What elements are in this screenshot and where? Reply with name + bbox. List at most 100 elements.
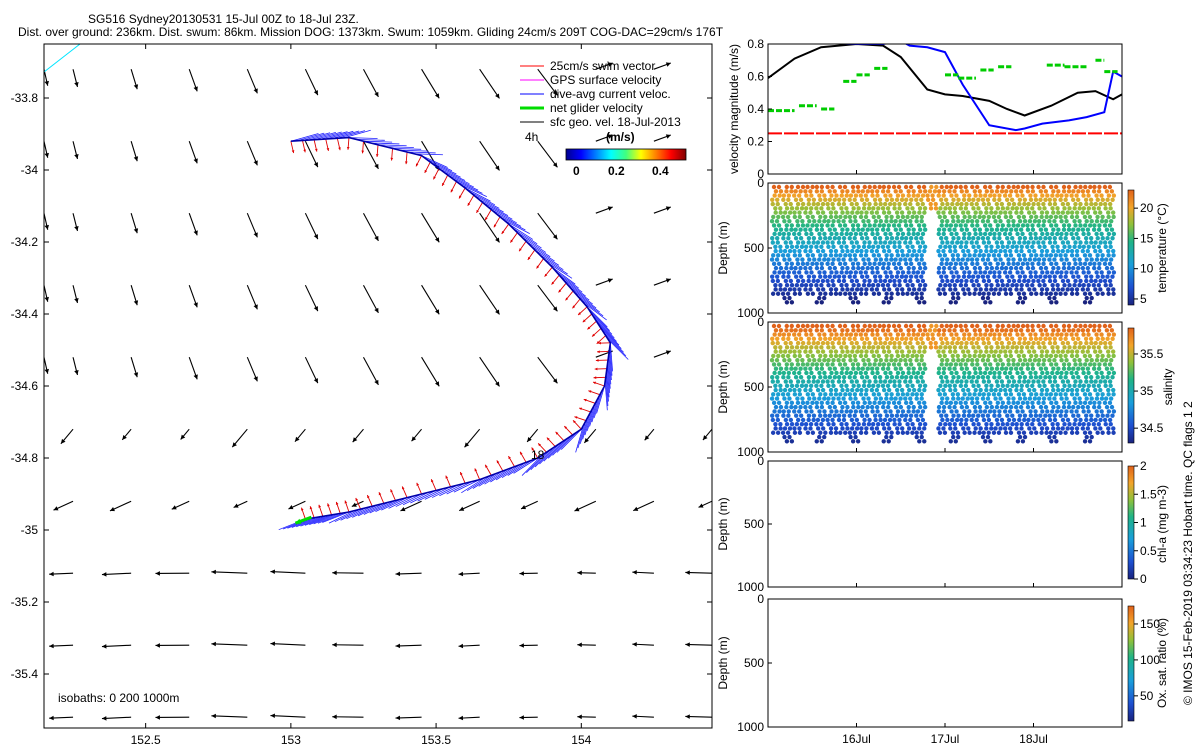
profile-sample xyxy=(823,253,827,257)
profile-sample xyxy=(859,287,863,291)
profile-sample xyxy=(978,270,982,274)
profile-sample xyxy=(906,189,910,193)
profile-sample xyxy=(1010,413,1014,417)
profile-sample xyxy=(962,236,966,240)
profile-sample xyxy=(992,413,996,417)
profile-sample xyxy=(960,228,964,232)
profile-sample xyxy=(853,257,857,261)
profile-sample xyxy=(898,257,902,261)
profile-sample xyxy=(977,253,981,257)
profile-sample xyxy=(815,189,819,193)
profile-sample xyxy=(779,266,783,270)
profile-sample xyxy=(786,354,790,358)
profile-sample xyxy=(978,388,982,392)
profile-sample xyxy=(907,388,911,392)
profile-sample xyxy=(831,283,835,287)
profile-sample xyxy=(1062,367,1066,371)
profile-sample xyxy=(1100,292,1104,296)
profile-sample xyxy=(822,435,826,439)
profile-sample xyxy=(783,349,787,353)
profile-sample xyxy=(1021,362,1025,366)
profile-sample xyxy=(923,405,927,409)
profile-sample xyxy=(886,405,890,409)
profile-sample xyxy=(942,405,946,409)
profile-sample xyxy=(973,388,977,392)
profile-sample xyxy=(921,240,925,244)
profile-sample xyxy=(770,396,774,400)
profile-sample xyxy=(990,367,994,371)
profile-sample xyxy=(977,215,981,219)
profile-sample xyxy=(889,396,893,400)
profile-sample xyxy=(842,413,846,417)
profile-sample xyxy=(804,384,808,388)
profile-sample xyxy=(955,279,959,283)
profile-sample xyxy=(866,219,870,223)
profile-sample xyxy=(892,379,896,383)
profile-sample xyxy=(821,388,825,392)
profile-sample xyxy=(854,332,858,336)
profile-sample xyxy=(851,422,855,426)
profile-sample xyxy=(987,431,991,435)
profile-sample xyxy=(851,228,855,232)
profile-sample xyxy=(1110,375,1114,379)
profile-sample xyxy=(975,396,979,400)
profile-sample xyxy=(1054,324,1058,328)
profile-sample xyxy=(817,270,821,274)
profile-sample xyxy=(960,266,964,270)
profile-sample xyxy=(983,324,987,328)
profile-sample xyxy=(886,245,890,249)
profile-sample xyxy=(953,426,957,430)
profile-sample xyxy=(948,388,952,392)
profile-sample xyxy=(905,292,909,296)
profile-sample xyxy=(1104,358,1108,362)
profile-sample xyxy=(1076,189,1080,193)
profile-sample xyxy=(862,279,866,283)
profile-sample xyxy=(923,328,927,332)
profile-sample xyxy=(949,371,953,375)
profile-sample xyxy=(962,431,966,435)
profile-sample xyxy=(981,358,985,362)
profile-sample xyxy=(987,341,991,345)
profile-sample xyxy=(1107,270,1111,274)
profile-sample xyxy=(937,270,941,274)
profile-sample xyxy=(1052,435,1056,439)
profile-sample xyxy=(1001,223,1005,227)
profile-sample xyxy=(793,354,797,358)
profile-sample xyxy=(1053,375,1057,379)
profile-sample xyxy=(825,362,829,366)
profile-sample xyxy=(1085,435,1089,439)
profile-sample xyxy=(783,287,787,291)
profile-sample xyxy=(905,345,909,349)
profile-sample xyxy=(843,253,847,257)
profile-sample xyxy=(1067,185,1071,189)
profile-sample xyxy=(950,379,954,383)
profile-sample xyxy=(919,236,923,240)
profile-sample xyxy=(843,392,847,396)
profile-sample xyxy=(912,426,916,430)
profile-sample xyxy=(1059,358,1063,362)
profile-sample xyxy=(956,274,960,278)
profile-sample xyxy=(792,426,796,430)
profile-sample xyxy=(970,262,974,266)
profile-sample xyxy=(1045,210,1049,214)
profile-sample xyxy=(834,253,838,257)
depth-tick-label: 1000 xyxy=(737,720,764,734)
profile-sample xyxy=(819,245,823,249)
profile-sample xyxy=(781,354,785,358)
profile-sample xyxy=(874,219,878,223)
profile-sample xyxy=(908,418,912,422)
profile-sample xyxy=(1082,422,1086,426)
profile-sample xyxy=(771,341,775,345)
profile-sample xyxy=(973,270,977,274)
profile-sample xyxy=(1026,266,1030,270)
profile-sample xyxy=(809,245,813,249)
profile-sample xyxy=(1015,371,1019,375)
profile-sample xyxy=(996,223,1000,227)
profile-sample xyxy=(1048,337,1052,341)
profile-sample xyxy=(953,245,957,249)
profile-sample xyxy=(816,279,820,283)
profile-sample xyxy=(828,337,832,341)
profile-sample xyxy=(804,193,808,197)
profile-sample xyxy=(840,228,844,232)
profile-sample xyxy=(987,392,991,396)
